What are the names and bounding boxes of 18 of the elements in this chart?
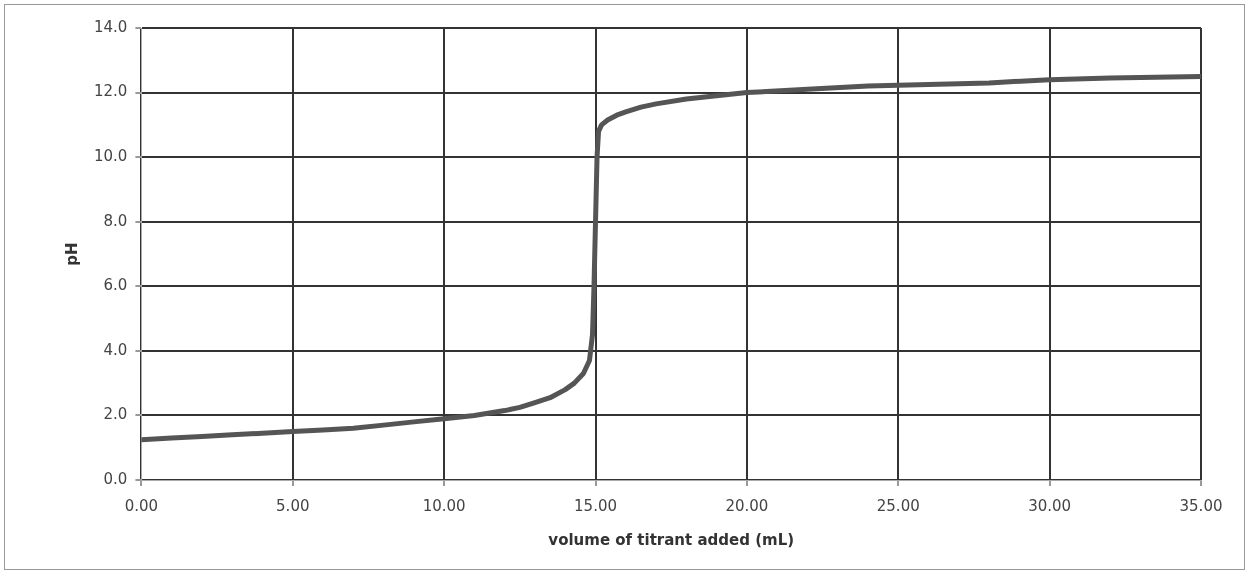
y-tick-label: 12.0 [93,82,128,101]
x-tick-label: 15.00 [574,496,617,515]
x-tick-label: 0.00 [124,496,159,515]
y-axis-title: pH [62,242,81,266]
x-tick-label: 30.00 [1028,496,1072,515]
x-axis-title: volume of titrant added (mL) [548,530,795,549]
y-tick-label: 6.0 [103,276,128,295]
y-tick-label: 10.0 [93,147,128,166]
x-tick-label: 25.00 [876,496,920,515]
x-tick-label: 10.00 [422,496,466,515]
y-tick-label: 0.0 [103,469,128,488]
x-tick-label: 5.00 [276,496,310,515]
x-tick-label: 35.00 [1179,496,1223,515]
y-tick-label: 4.0 [103,340,128,359]
y-tick-label: 14.0 [93,17,128,36]
y-tick-label: 8.0 [103,211,128,230]
y-tick-label: 2.0 [103,405,128,424]
x-tick-label: 20.00 [725,496,769,515]
